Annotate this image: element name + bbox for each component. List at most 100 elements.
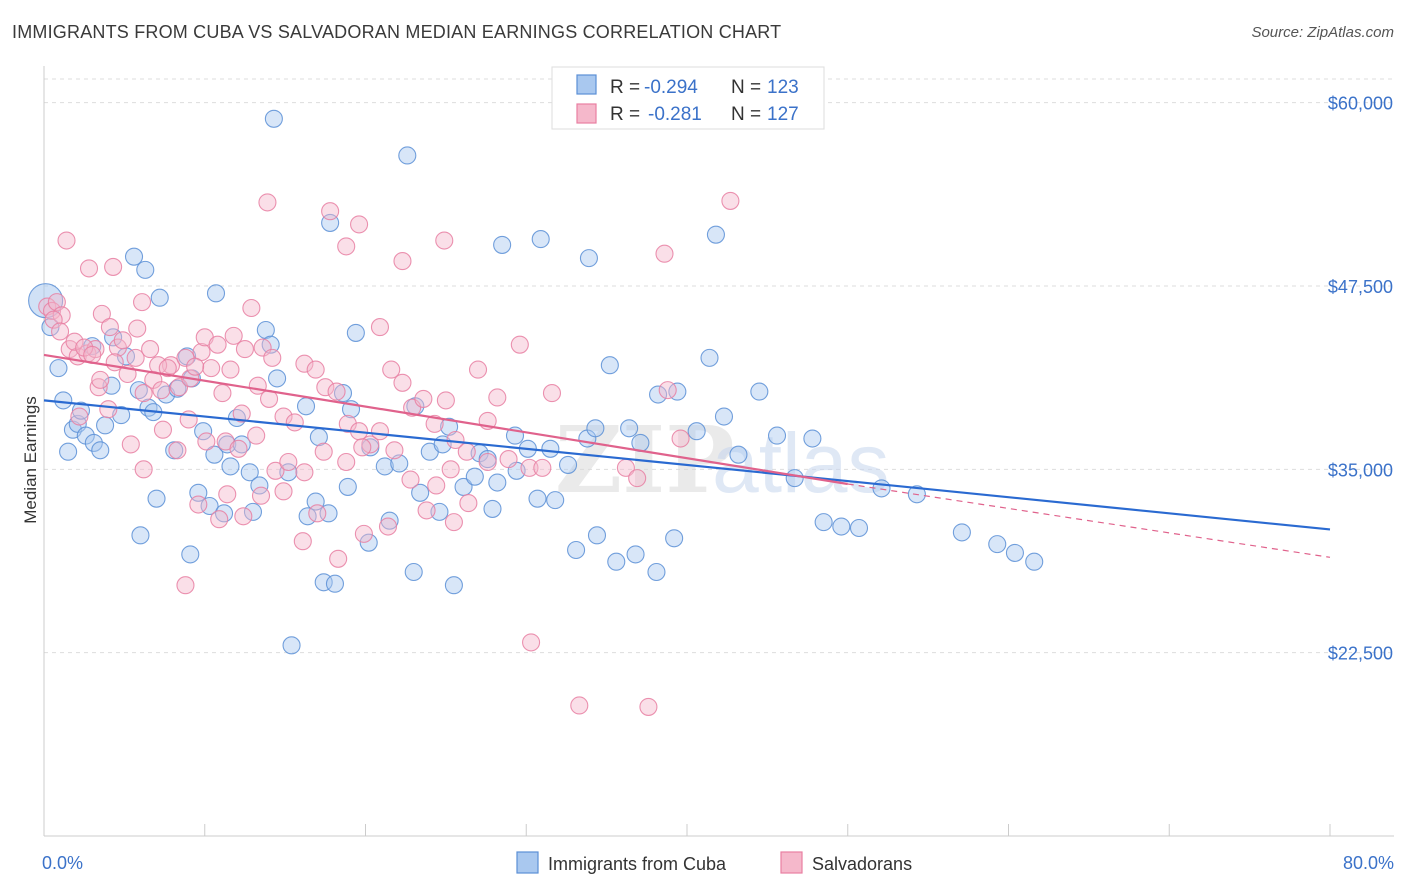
- cuba-point: [268, 369, 287, 388]
- salvadoran-point: [316, 378, 335, 397]
- salvadoran-point: [186, 357, 205, 376]
- cuba-point: [558, 455, 578, 474]
- legend-r-label-salvadoran: R =: [610, 104, 640, 125]
- salvadoran-point: [176, 576, 195, 595]
- salvadoran-point: [266, 461, 285, 480]
- cuba-point: [541, 439, 560, 458]
- cuba-point: [785, 469, 804, 488]
- y-tick-label: $60,000: [1328, 94, 1393, 114]
- x-tick-label-min: 0.0%: [42, 853, 83, 873]
- bottom-legend-label-salvadoran: Salvadorans: [812, 854, 912, 874]
- cuba-point: [71, 401, 91, 420]
- legend-swatch-salvadoran: [576, 103, 597, 124]
- salvadoran-point: [232, 404, 251, 423]
- salvadoran-point: [393, 252, 412, 271]
- cuba-point: [649, 385, 668, 404]
- cuba-point: [136, 260, 155, 279]
- cuba-point: [586, 419, 605, 438]
- salvadoran-point: [134, 384, 153, 403]
- cuba-point: [59, 442, 78, 461]
- salvadoran-point: [168, 441, 187, 460]
- bottom-legend-label-cuba: Immigrants from Cuba: [548, 854, 727, 874]
- cuba-point: [333, 384, 353, 403]
- salvadoran-point: [152, 381, 171, 400]
- trend-line-cuba: [43, 399, 1331, 531]
- salvadoran-point: [242, 298, 261, 318]
- cuba-point: [306, 492, 325, 511]
- cuba-point: [700, 348, 719, 367]
- cuba-point: [587, 526, 607, 545]
- salvadoran-point: [478, 452, 497, 472]
- salvadoran-point: [210, 510, 229, 529]
- salvadoran-point: [510, 335, 529, 354]
- cuba-point: [1025, 552, 1044, 571]
- cuba-point: [346, 323, 365, 342]
- cuba-point: [214, 504, 234, 523]
- x-tick-label-max: 80.0%: [1343, 853, 1394, 873]
- salvadoran-point: [628, 469, 647, 488]
- salvadoran-point: [208, 335, 227, 354]
- salvadoran-point: [306, 360, 325, 379]
- salvadoran-point: [671, 429, 690, 448]
- cuba-point: [147, 489, 166, 508]
- cuba-point: [338, 477, 357, 496]
- salvadoran-point: [353, 438, 372, 457]
- salvadoran-point: [197, 432, 216, 451]
- cuba-point: [729, 445, 748, 464]
- bottom-legend-swatch-salvadoran: [780, 851, 803, 874]
- salvadoran-point: [57, 231, 76, 250]
- legend-n-label-cuba: N =: [731, 77, 761, 98]
- salvadoran-point: [639, 697, 658, 716]
- salvadoran-point: [533, 458, 552, 477]
- salvadoran-point: [321, 202, 340, 221]
- salvadoran-point: [44, 310, 63, 329]
- salvadoran-point: [202, 359, 221, 378]
- cuba-point: [647, 562, 666, 582]
- cuba-point: [296, 397, 316, 416]
- cuba-point: [567, 540, 586, 560]
- salvadoran-point: [99, 400, 118, 419]
- cuba-point: [668, 382, 687, 401]
- cuba-point: [264, 109, 283, 128]
- series-cuba-points: [28, 109, 1044, 655]
- salvadoran-point: [337, 237, 356, 256]
- cuba-point: [404, 562, 423, 582]
- cuba-point: [767, 426, 787, 445]
- cuba-point: [952, 523, 971, 542]
- salvadoran-point: [91, 370, 110, 389]
- salvadoran-point: [100, 318, 119, 337]
- series-legend: Immigrants from Cuba Salvadorans: [516, 851, 912, 874]
- legend-r-label-cuba: R =: [610, 77, 640, 98]
- salvadoran-point: [425, 414, 444, 433]
- salvadoran-point: [161, 356, 181, 375]
- y-tick-labels: $22,500 $35,000 $47,500 $60,000: [1328, 94, 1393, 664]
- salvadoran-point: [153, 420, 173, 439]
- legend-r-value-cuba: -0.294: [644, 77, 698, 98]
- salvadoran-point: [247, 426, 266, 445]
- salvadoran-point: [542, 384, 562, 403]
- salvadoran-point: [655, 244, 674, 263]
- salvadoran-point: [522, 633, 541, 652]
- cuba-point: [849, 518, 869, 538]
- salvadoran-point: [128, 319, 147, 338]
- cuba-point: [444, 576, 463, 595]
- salvadoran-point: [295, 354, 314, 373]
- cuba-point: [579, 249, 598, 268]
- y-axis-title: Median Earnings: [21, 396, 40, 524]
- salvadoran-point: [658, 381, 677, 400]
- salvadoran-point: [441, 460, 460, 479]
- trend-line-salvadoran-extension: [847, 483, 1331, 558]
- cuba-point: [706, 225, 725, 244]
- salvadoran-point: [354, 524, 373, 543]
- salvadoran-point: [468, 360, 488, 379]
- cuba-point: [218, 435, 237, 454]
- salvadoran-point: [370, 422, 390, 441]
- salvadoran-point: [104, 257, 123, 276]
- cuba-point: [131, 526, 150, 545]
- salvadoran-point: [401, 470, 420, 489]
- salvadoran-point: [308, 504, 327, 523]
- cuba-point: [483, 499, 502, 518]
- salvadoran-point: [235, 340, 254, 359]
- cuba-point: [91, 441, 110, 460]
